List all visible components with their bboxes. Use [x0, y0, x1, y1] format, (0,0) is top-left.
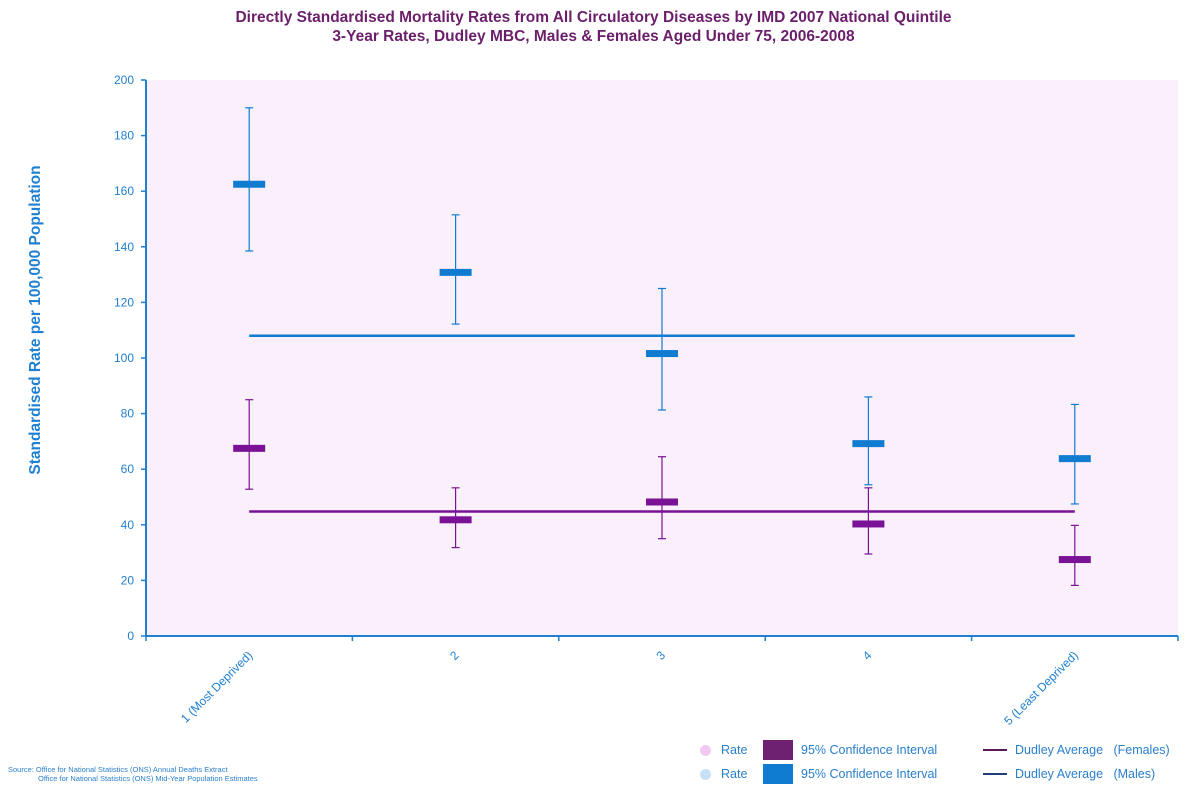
legend-ci-male-label: 95% Confidence Interval — [801, 767, 938, 781]
rate-marker-females — [439, 516, 472, 524]
legend-ci-female-swatch — [763, 740, 793, 760]
legend-rate-male-label: Rate — [721, 767, 748, 781]
legend-avg-male-label: Dudley Average (Males) — [1015, 767, 1156, 781]
x-tick-label: 2 — [447, 648, 462, 663]
x-tick-label: 3 — [653, 648, 668, 663]
legend-avg-female-line — [983, 749, 1007, 751]
rate-marker-males — [439, 268, 472, 276]
y-tick-label: 0 — [127, 629, 134, 643]
rate-marker-males — [1058, 455, 1091, 463]
rate-marker-females — [1058, 556, 1091, 564]
rate-marker-females — [646, 498, 678, 506]
chart-title-line1: Directly Standardised Mortality Rates fr… — [235, 9, 952, 26]
legend-ci-female-label: 95% Confidence Interval — [801, 743, 938, 757]
legend-row-males: Rate 95% Confidence Interval Dudley Aver… — [700, 762, 1170, 786]
y-tick-label: 120 — [114, 295, 134, 309]
legend-avg-female-label: Dudley Average (Females) — [1015, 743, 1170, 757]
legend-avg-male-line — [983, 773, 1007, 775]
rate-marker-females — [852, 520, 885, 528]
y-tick-label: 140 — [114, 240, 134, 254]
rate-marker-males — [852, 440, 885, 448]
y-tick-label: 80 — [121, 407, 135, 421]
y-tick-label: 160 — [114, 184, 134, 198]
x-tick-label: 5 (Least Deprived) — [1001, 648, 1081, 728]
y-tick-label: 40 — [121, 518, 135, 532]
x-tick-label: 1 (Most Deprived) — [178, 648, 255, 725]
rate-marker-males — [646, 350, 678, 358]
y-tick-label: 20 — [121, 573, 135, 587]
y-tick-label: 180 — [114, 129, 134, 143]
y-tick-label: 60 — [121, 462, 135, 476]
rate-marker-males — [233, 180, 266, 188]
x-tick-label: 4 — [860, 648, 875, 663]
source-line-2: Office for National Statistics (ONS) Mid… — [38, 774, 258, 783]
chart-title-line2: 3-Year Rates, Dudley MBC, Males & Female… — [332, 28, 855, 45]
legend-ci-male-swatch — [763, 764, 793, 784]
legend-rate-female-marker — [700, 744, 711, 756]
legend-rate-male-marker — [700, 768, 711, 780]
chart-legend: Rate 95% Confidence Interval Dudley Aver… — [700, 738, 1170, 786]
source-line-1: Source: Office for National Statistics (… — [8, 765, 228, 774]
legend-row-females: Rate 95% Confidence Interval Dudley Aver… — [700, 738, 1170, 762]
source-note: Source: Office for National Statistics (… — [8, 765, 258, 783]
y-tick-label: 200 — [114, 73, 134, 87]
rate-marker-females — [233, 444, 266, 452]
legend-rate-female-label: Rate — [721, 743, 748, 757]
y-tick-label: 100 — [114, 351, 134, 365]
